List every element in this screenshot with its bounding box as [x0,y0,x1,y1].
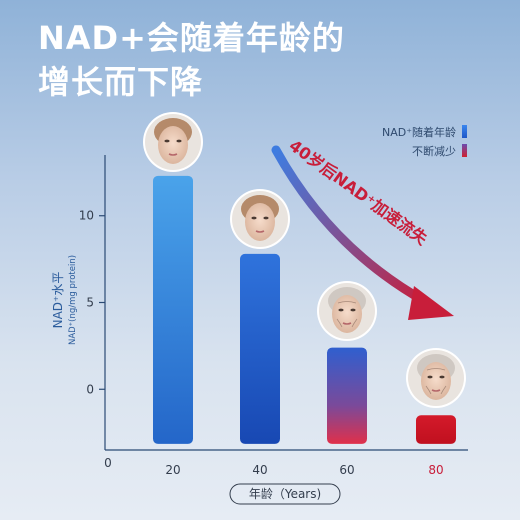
x-tick-label: 60 [339,463,354,477]
trend-arrow-head [408,286,454,320]
bar-age-80 [416,415,456,444]
legend-label-1: NAD⁺随着年龄 [382,125,456,139]
legend-swatch-1 [462,125,467,138]
headline: NAD+会随着年龄的 增长而下降 [38,16,345,104]
headline-line-2: 增长而下降 [38,63,204,101]
face-portrait-age-20 [143,112,203,172]
face-portrait-age-60 [317,281,377,341]
bar-age-40 [240,253,280,444]
face-portrait-age-40 [230,189,290,249]
x-origin-label: 0 [104,456,112,470]
y-tick-label: 10 [79,209,94,223]
y-axis-sublabel: NAD⁺(ng/mg protein) [68,255,78,345]
legend-label-2: 不断减少 [412,144,456,158]
y-tick-label: 5 [86,296,94,310]
x-axis-title-pill [229,483,341,505]
y-tick-label: 0 [86,382,94,396]
legend-swatch-2 [462,144,467,157]
face-portrait-age-80 [406,348,466,408]
headline-line-1: NAD+会随着年龄的 [38,19,345,57]
x-tick-label: 40 [252,463,267,477]
x-axis-label: 年龄（Years) [249,487,321,501]
x-tick-label: 80 [428,463,443,477]
x-tick-label: 20 [165,463,180,477]
bar-age-20 [153,175,193,444]
trend-arrow-shaft [271,145,431,307]
y-axis-label: NAD⁺水平 [51,272,65,329]
bar-age-60 [327,347,367,444]
